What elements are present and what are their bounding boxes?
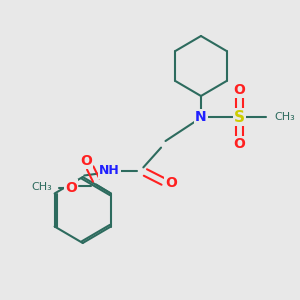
Text: O: O xyxy=(233,83,245,97)
Text: O: O xyxy=(233,137,245,151)
Text: NH: NH xyxy=(99,164,120,178)
Text: O: O xyxy=(80,154,92,167)
Text: O: O xyxy=(65,181,77,194)
Text: O: O xyxy=(166,176,177,190)
Text: S: S xyxy=(234,110,245,124)
Text: N: N xyxy=(195,110,207,124)
Text: CH₃: CH₃ xyxy=(275,112,296,122)
Text: CH₃: CH₃ xyxy=(31,182,52,193)
